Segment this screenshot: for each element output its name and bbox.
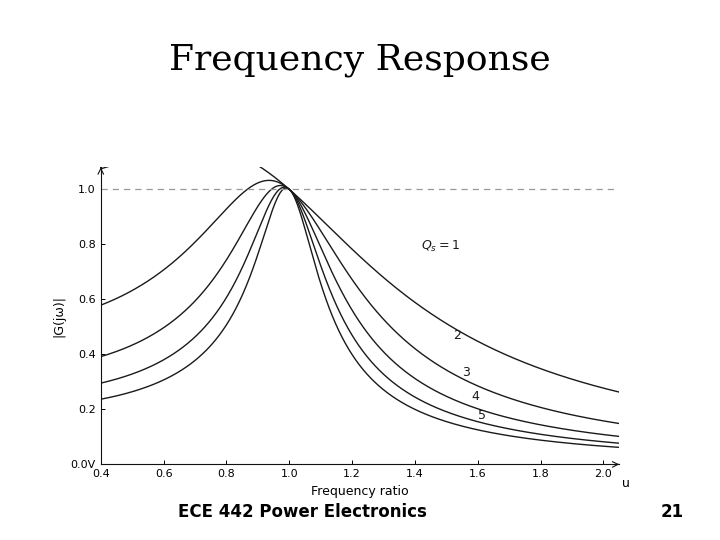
Text: 2: 2 xyxy=(453,329,461,342)
Y-axis label: |G(jω)|: |G(jω)| xyxy=(52,295,65,337)
Text: ECE 442 Power Electronics: ECE 442 Power Electronics xyxy=(178,503,427,521)
Text: 5: 5 xyxy=(478,409,486,422)
Text: 21: 21 xyxy=(661,503,684,521)
Text: u: u xyxy=(622,477,630,490)
Text: 4: 4 xyxy=(472,390,480,403)
Text: $Q_s = 1$: $Q_s = 1$ xyxy=(421,239,460,254)
Text: 3: 3 xyxy=(462,367,470,380)
X-axis label: Frequency ratio: Frequency ratio xyxy=(311,485,409,498)
Text: Frequency Response: Frequency Response xyxy=(169,43,551,77)
